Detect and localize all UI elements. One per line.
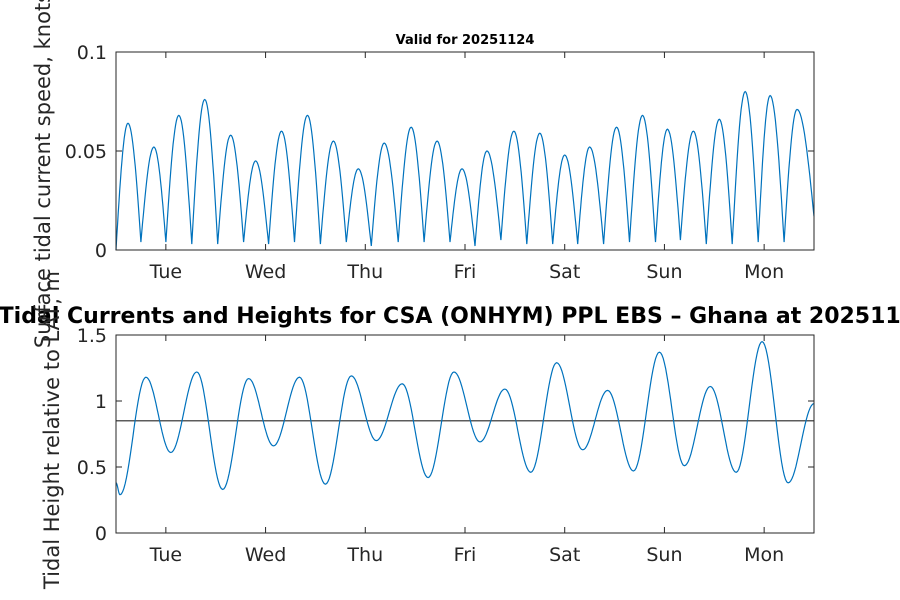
height-x-tick-label: Sat xyxy=(549,544,580,566)
height-y-tick-label: 0 xyxy=(95,523,107,545)
height-x-tick-label: Sun xyxy=(646,544,682,566)
current-y-axis-label: Surface tidal current speed, knots xyxy=(31,0,55,348)
current-y-tick-label: 0 xyxy=(95,240,107,262)
current-plot-area xyxy=(116,52,814,250)
main-chart-title: Tidal Currents and Heights for CSA (ONHY… xyxy=(0,304,900,329)
current-speed-line xyxy=(115,90,815,251)
height-y-tick-label: 0.5 xyxy=(77,457,107,479)
tidal-height-line xyxy=(115,340,815,496)
tidal-height-panel: 0 0.5 1 1.5 Tue Wed Thu Fri Sat Sun Mon xyxy=(77,325,815,566)
current-speed-panel: 0 0.05 0.1 Tue Wed Thu Fri Sat Sun Mon Valid for … xyxy=(65,33,815,283)
height-x-tick-label: Tue xyxy=(149,544,182,566)
current-x-tick-label: Sun xyxy=(646,261,682,283)
current-y-tick-label: 0.05 xyxy=(65,141,107,163)
height-x-tick-label: Thu xyxy=(346,544,383,566)
current-x-tick-label: Fri xyxy=(454,261,477,283)
height-y-tick-label: 1 xyxy=(95,391,107,413)
current-x-tick-label: Wed xyxy=(245,261,286,283)
current-x-tick-label: Tue xyxy=(149,261,182,283)
current-y-tick-label: 0.1 xyxy=(77,42,107,64)
height-y-axis-label: Tidal Height relative to LAT, m xyxy=(40,271,64,590)
current-x-tick-label: Sat xyxy=(549,261,580,283)
height-x-tick-label: Wed xyxy=(245,544,286,566)
height-x-tick-label: Mon xyxy=(744,544,784,566)
height-y-tick-label: 1.5 xyxy=(77,325,107,347)
height-x-tick-label: Fri xyxy=(454,544,477,566)
height-plot-area xyxy=(116,335,814,533)
current-chart-title: Valid for 20251124 xyxy=(396,33,535,48)
current-x-tick-label: Mon xyxy=(744,261,784,283)
current-x-tick-label: Thu xyxy=(346,261,383,283)
